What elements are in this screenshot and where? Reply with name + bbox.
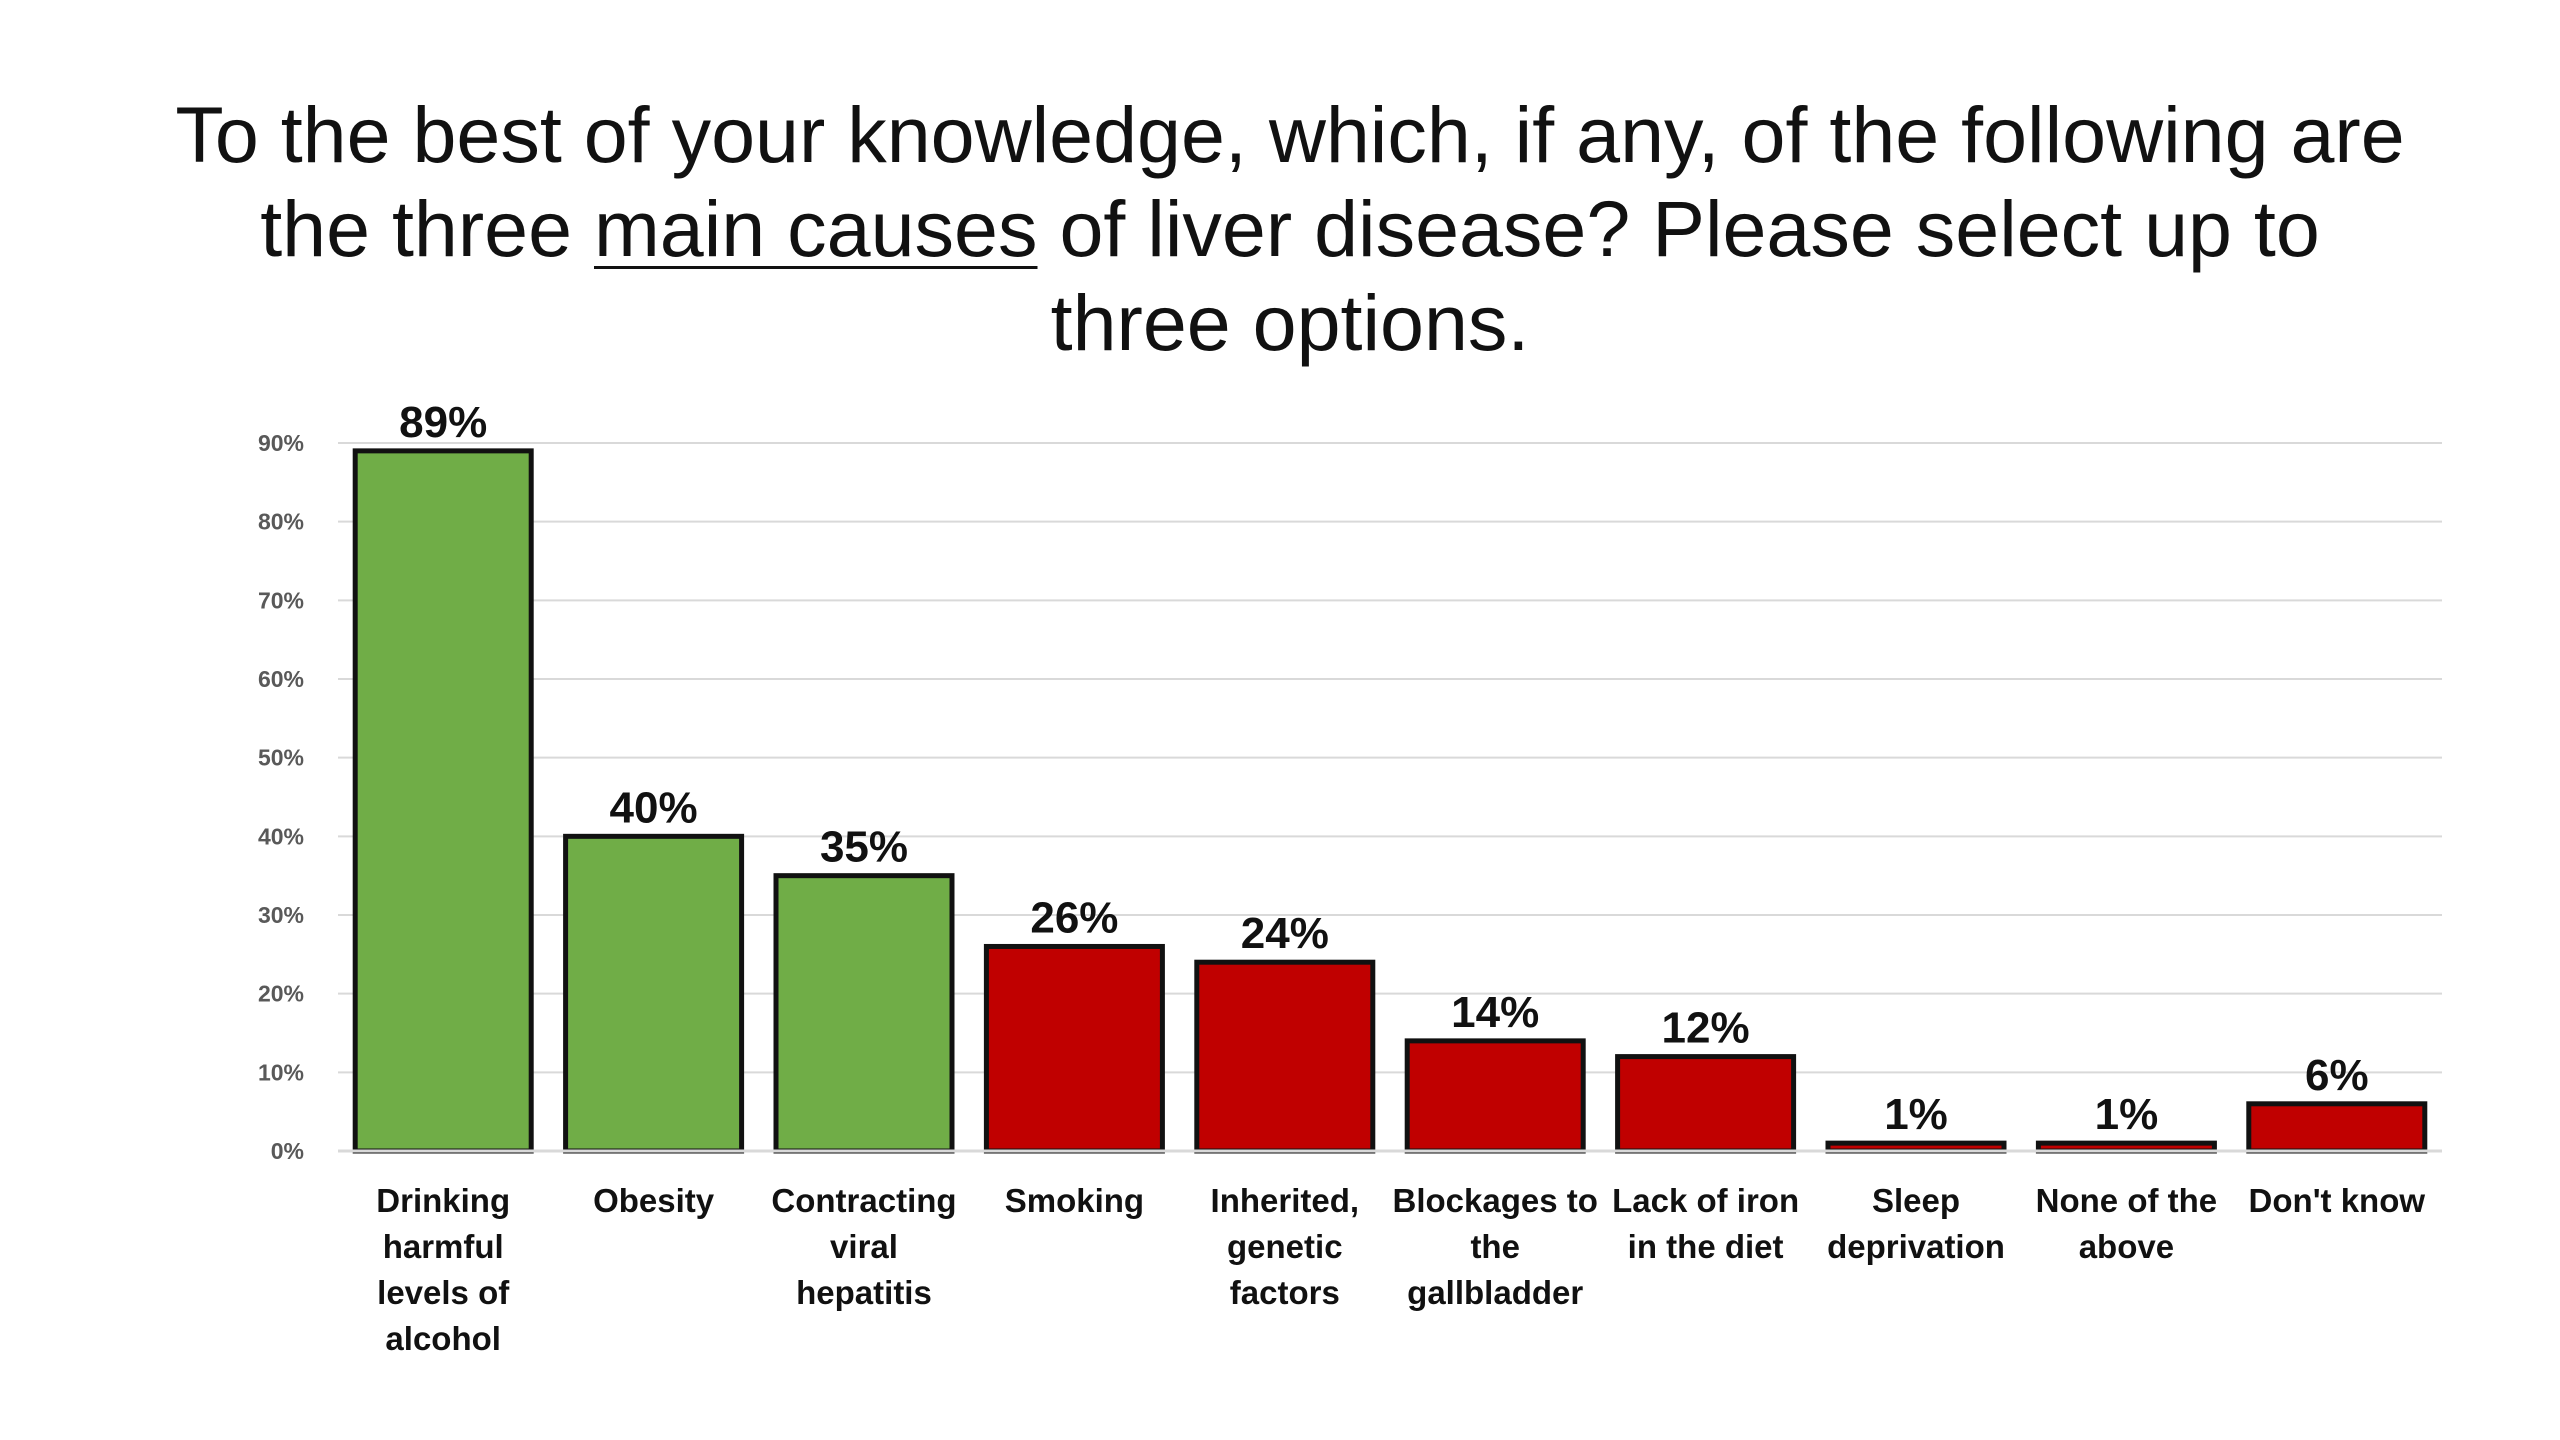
data-label: 35% bbox=[820, 823, 908, 872]
category-label-line: Smoking bbox=[1005, 1182, 1144, 1219]
y-tick-label: 70% bbox=[258, 587, 304, 613]
y-tick-label: 0% bbox=[271, 1138, 304, 1164]
category-label-line: genetic bbox=[1227, 1228, 1343, 1265]
y-tick-label: 10% bbox=[258, 1059, 304, 1085]
bar bbox=[352, 448, 534, 1154]
y-tick-label: 90% bbox=[258, 430, 304, 456]
title-text-before: To the best of your knowledge, which, if… bbox=[175, 90, 2405, 273]
bar bbox=[1404, 1038, 1586, 1154]
category-label-line: Don't know bbox=[2249, 1182, 2426, 1219]
category-label: Smoking bbox=[1005, 1182, 1144, 1219]
data-label: 14% bbox=[1451, 988, 1539, 1037]
bar bbox=[773, 873, 955, 1154]
category-label-line: above bbox=[2079, 1228, 2174, 1265]
data-label: 6% bbox=[2305, 1051, 2369, 1100]
data-label: 89% bbox=[399, 398, 487, 447]
data-labels: 89% 40% 35% 26% 24% 14% 12% 1% 1% 6% bbox=[399, 398, 2368, 1139]
category-label-line: alcohol bbox=[385, 1320, 501, 1357]
y-tick-label: 30% bbox=[258, 902, 304, 928]
category-label: None of the above bbox=[2036, 1182, 2217, 1265]
category-labels: Drinking harmful levels of alcohol Obesity Co… bbox=[376, 1182, 2425, 1357]
bar bbox=[1194, 959, 1376, 1154]
bars bbox=[352, 448, 2428, 1154]
category-label-line: Contracting bbox=[771, 1182, 956, 1219]
category-label-line: Drinking bbox=[376, 1182, 510, 1219]
bar bbox=[2246, 1101, 2428, 1154]
data-label: 1% bbox=[1884, 1090, 1948, 1139]
data-label: 12% bbox=[1662, 1004, 1750, 1053]
category-label: Inherited, genetic factors bbox=[1211, 1182, 1360, 1311]
data-label: 26% bbox=[1030, 893, 1118, 942]
category-label-line: deprivation bbox=[1827, 1228, 2005, 1265]
title-underlined-text: main causes bbox=[594, 184, 1038, 273]
category-label-line: gallbladder bbox=[1407, 1274, 1583, 1311]
category-label: Sleep deprivation bbox=[1827, 1182, 2005, 1265]
bar bbox=[563, 833, 745, 1154]
y-tick-label: 50% bbox=[258, 745, 304, 771]
y-tick-label: 80% bbox=[258, 509, 304, 535]
category-label-line: Blockages to bbox=[1392, 1182, 1597, 1219]
category-label-line: Sleep bbox=[1872, 1182, 1960, 1219]
y-tick-label: 40% bbox=[258, 823, 304, 849]
category-label-line: Lack of iron bbox=[1612, 1182, 1799, 1219]
category-label-line: None of the bbox=[2036, 1182, 2217, 1219]
category-label: Contracting viral hepatitis bbox=[771, 1182, 956, 1311]
category-label: Blockages to the gallbladder bbox=[1392, 1182, 1597, 1311]
category-label: Obesity bbox=[593, 1182, 715, 1219]
data-label: 1% bbox=[2095, 1090, 2159, 1139]
data-label: 40% bbox=[610, 783, 698, 832]
category-label-line: Inherited, bbox=[1211, 1182, 1360, 1219]
category-label: Don't know bbox=[2249, 1182, 2426, 1219]
category-label: Drinking harmful levels of alcohol bbox=[376, 1182, 510, 1357]
y-tick-label: 60% bbox=[258, 666, 304, 692]
title-text-after: of liver disease? Please select up to th… bbox=[1037, 184, 2320, 367]
category-label: Lack of iron in the diet bbox=[1612, 1182, 1799, 1265]
category-label-line: levels of bbox=[377, 1274, 510, 1311]
y-tick-label: 20% bbox=[258, 981, 304, 1007]
category-label-line: the bbox=[1470, 1228, 1520, 1265]
chart-title: To the best of your knowledge, which, if… bbox=[160, 88, 2420, 370]
category-label-line: harmful bbox=[383, 1228, 504, 1265]
bar bbox=[1615, 1054, 1797, 1154]
category-label-line: viral bbox=[830, 1228, 898, 1265]
y-axis-tick-labels: 0% 10% 20% 30% 40% 50% 60% 70% 80% 90% bbox=[258, 430, 304, 1164]
data-label: 24% bbox=[1241, 909, 1329, 958]
category-label-line: Obesity bbox=[593, 1182, 715, 1219]
bar bbox=[983, 943, 1165, 1154]
category-label-line: hepatitis bbox=[796, 1274, 932, 1311]
category-label-line: in the diet bbox=[1628, 1228, 1784, 1265]
category-label-line: factors bbox=[1230, 1274, 1340, 1311]
